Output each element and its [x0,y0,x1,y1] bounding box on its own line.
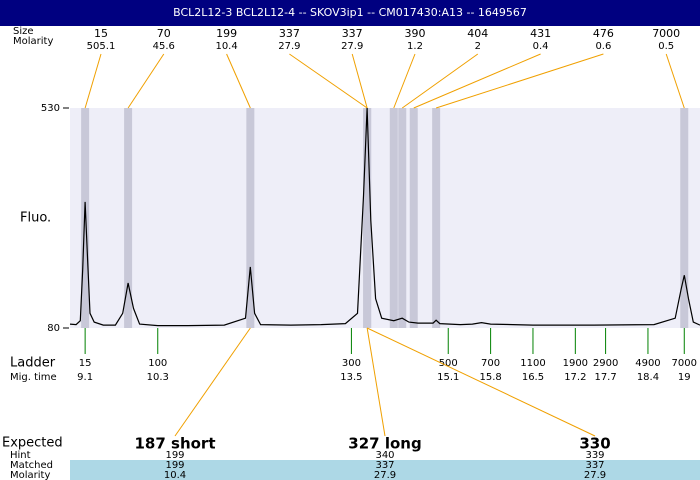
ladder-time: 13.5 [340,372,362,383]
ladder-time: 17.2 [564,372,586,383]
ladder-size: 1100 [520,358,545,369]
expected-matched: 337 [375,460,394,471]
peak-leader [351,53,368,109]
expected-molarity: 27.9 [584,470,606,480]
header-title: BCL2L12-3 BCL2L12-4 -- SKOV3ip1 -- CM017… [173,6,527,19]
ladder-size: 2900 [593,358,618,369]
expected-leader [174,327,251,437]
peak-leader [401,53,479,109]
peak-row-label: Size [13,26,34,37]
peak-size: 337 [342,27,363,40]
peak-leader [226,53,251,109]
ladder-time: 15.8 [479,372,501,383]
y-axis-label: Fluo. [20,211,51,226]
expected-row-label: Molarity [10,470,50,480]
peak-molarity: 2 [475,41,481,52]
peak-band [363,108,372,328]
ladder-time: 16.5 [522,372,544,383]
peak-row-label: Molarity [13,36,53,47]
peak-band [680,108,689,328]
peak-leader [435,53,604,109]
ladder-time: 15.1 [437,372,459,383]
ladder-row-label: Mig. time [10,372,57,383]
expected-name: 327 long [348,435,421,453]
ladder-size: 700 [481,358,500,369]
peak-leader [413,53,541,109]
peak-leader [393,53,416,109]
ladder-time: 17.7 [594,372,616,383]
peak-leader [665,53,685,109]
expected-hint: 199 [165,450,184,461]
header-bar [0,0,700,26]
peak-band [124,108,133,328]
peak-size: 199 [216,27,237,40]
expected-row-label: Hint [10,450,31,461]
expected-leader [366,327,386,437]
expected-name: 330 [579,435,610,453]
expected-leader [366,327,596,437]
expected-matched: 199 [165,460,184,471]
peak-size: 15 [94,27,108,40]
ladder-size: 100 [148,358,167,369]
peak-band [398,108,407,328]
expected-hint: 339 [585,450,604,461]
expected-hint: 340 [375,450,394,461]
peak-molarity: 0.6 [595,41,611,52]
trace [69,107,700,327]
expected-molarity: 27.9 [374,470,396,480]
expected-name: 187 short [134,435,215,453]
expected-row-label: Expected [2,436,63,451]
peak-molarity: 1.2 [407,41,423,52]
peak-molarity: 0.4 [533,41,549,52]
peak-leader [289,53,368,109]
peak-molarity: 45.6 [153,41,175,52]
peak-band [389,108,398,328]
peak-leader [127,53,165,109]
ladder-size: 4900 [635,358,660,369]
matched-row-bg [70,460,700,480]
peak-band [246,108,255,328]
ladder-size: 500 [439,358,458,369]
peak-size: 7000 [652,27,680,40]
expected-molarity: 10.4 [164,470,186,480]
peak-size: 337 [279,27,300,40]
peak-molarity: 27.9 [341,41,363,52]
peak-molarity: 0.5 [658,41,674,52]
peak-size: 476 [593,27,614,40]
ladder-time: 10.3 [147,372,169,383]
ladder-row-label: Ladder [10,356,56,371]
peak-size: 431 [530,27,551,40]
peak-size: 70 [157,27,171,40]
plot-area [70,108,700,328]
ladder-size: 7000 [672,358,697,369]
ladder-size: 300 [342,358,361,369]
peak-molarity: 27.9 [278,41,300,52]
ladder-time: 18.4 [637,372,659,383]
peak-size: 404 [467,27,488,40]
ladder-time: 9.1 [77,372,93,383]
expected-matched: 337 [585,460,604,471]
peak-molarity: 10.4 [215,41,237,52]
peak-leader [84,53,102,109]
peak-band [409,108,418,328]
peak-band [81,108,90,328]
peak-band [432,108,441,328]
ladder-size: 1900 [563,358,588,369]
peak-size: 390 [405,27,426,40]
ladder-size: 15 [79,358,92,369]
y-tick-label: 530 [41,103,60,114]
y-tick-label: 80 [47,323,60,334]
ladder-time: 19 [678,372,691,383]
expected-row-label: Matched [10,460,53,471]
peak-molarity: 505.1 [87,41,116,52]
